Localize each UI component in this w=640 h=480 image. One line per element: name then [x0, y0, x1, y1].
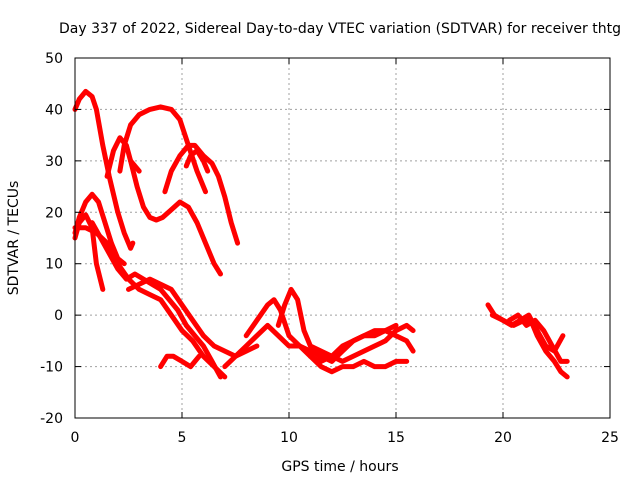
series-line-arc-10	[89, 220, 223, 380]
y-tick-label: 30	[45, 154, 63, 170]
y-tick-label: -10	[40, 360, 63, 376]
series-line-arc-5	[162, 142, 241, 246]
series-line-arc-8	[72, 212, 106, 292]
series-line-arc-16	[307, 353, 410, 375]
data-series	[72, 88, 570, 380]
x-tick-label: 25	[601, 430, 619, 446]
x-tick-label: 15	[387, 430, 405, 446]
y-tick-label: 20	[45, 205, 63, 221]
series-line-arc-6	[183, 148, 211, 174]
series-line-arc-18	[489, 312, 570, 380]
x-tick-label: 10	[280, 430, 298, 446]
chart-title: Day 337 of 2022, Sidereal Day-to-day VTE…	[59, 21, 621, 37]
series-line-arc-1	[72, 88, 136, 251]
series-line-arc-12	[158, 353, 202, 370]
y-tick-label: 40	[45, 102, 63, 118]
series-line-arc-19	[506, 312, 570, 364]
x-tick-label: 5	[178, 430, 187, 446]
series-line-arc-4	[128, 158, 223, 277]
series-line-arc-15	[275, 286, 416, 364]
axis-ticks: 0 5 10 15 20 25 -20 -10 0 10 20 30 40 50	[40, 51, 619, 446]
y-tick-label: 10	[45, 257, 63, 273]
y-tick-label: 50	[45, 51, 63, 67]
series-line-arc-7	[72, 191, 127, 267]
series-line-arc-9	[72, 225, 228, 380]
gridlines	[75, 58, 610, 418]
x-tick-label: 20	[494, 430, 512, 446]
y-tick-label: -20	[40, 411, 63, 427]
plot-frame	[74, 57, 611, 419]
y-tick-label: 0	[54, 308, 63, 324]
x-axis-label: GPS time / hours	[281, 459, 398, 475]
x-tick-label: 0	[71, 430, 80, 446]
y-axis-label: SDTVAR / TECUs	[6, 181, 22, 296]
